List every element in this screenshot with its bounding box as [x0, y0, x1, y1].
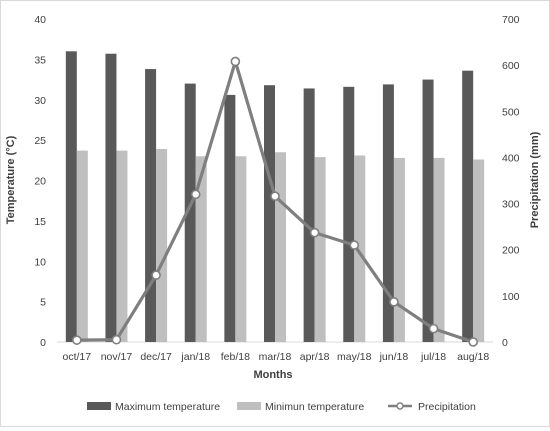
plot-area: [57, 51, 493, 347]
max-temp-bar: [303, 88, 315, 342]
right-tick-label: 0: [502, 337, 508, 349]
left-axis-title: Temperature (°C): [5, 135, 17, 224]
min-temp-bar: [473, 159, 485, 342]
x-axis-ticks: oct/17 nov/17 dec/17 jan/18 feb/18 mar/18 apr/…: [63, 351, 490, 363]
max-temp-bar: [264, 85, 275, 342]
right-tick-label: 700: [502, 14, 520, 26]
left-tick-label: 10: [34, 256, 46, 268]
precipitation-point: [111, 334, 122, 345]
legend: Maximum temperature Minimun temperature Pr…: [87, 401, 476, 413]
right-tick-label: 400: [502, 152, 520, 164]
left-tick-label: 30: [34, 95, 46, 107]
left-tick-label: 35: [34, 54, 46, 66]
right-axis-title: Precipitation (mm): [529, 131, 541, 228]
left-axis-ticks: 0 5 10 15 20 25 30 35 40: [34, 14, 46, 349]
legend-label: Maximum temperature: [115, 401, 220, 413]
x-tick-label: dec/17: [140, 351, 172, 363]
legend-label: Minimun temperature: [265, 401, 364, 413]
right-tick-label: 300: [502, 199, 520, 211]
precipitation-point: [151, 270, 161, 280]
right-tick-label: 200: [502, 245, 520, 257]
right-tick-label: 600: [502, 60, 520, 72]
min-temp-bar: [76, 150, 88, 342]
precipitation-point: [230, 56, 241, 67]
x-tick-label: feb/18: [221, 351, 250, 363]
x-tick-label: may/18: [337, 351, 372, 363]
max-temp-bar: [343, 86, 355, 342]
x-tick-label: jun/18: [379, 351, 409, 363]
max-temp-bar: [422, 79, 434, 342]
legend-swatch: [237, 402, 261, 410]
min-temp-bar: [433, 157, 445, 342]
left-tick-label: 5: [40, 297, 46, 309]
left-tick-label: 15: [34, 216, 46, 228]
legend-swatch: [87, 402, 111, 410]
right-axis-ticks: 0 100 200 300 400 500 600 700: [502, 14, 520, 349]
max-temp-bar: [462, 70, 474, 343]
max-temp-bar: [105, 53, 117, 342]
precipitation-point: [270, 191, 280, 201]
max-temp-bar: [184, 83, 196, 342]
max-temp-bar: [382, 84, 394, 342]
precipitation-point: [349, 240, 360, 250]
min-temp-bar: [393, 157, 405, 342]
precipitation-point: [468, 337, 478, 347]
right-tick-label: 500: [502, 106, 520, 118]
x-tick-label: nov/17: [101, 351, 133, 363]
x-tick-label: aug/18: [457, 351, 489, 363]
max-temp-bar: [145, 69, 157, 342]
left-tick-label: 20: [34, 176, 46, 188]
x-tick-label: mar/18: [259, 351, 292, 363]
right-tick-label: 100: [502, 291, 520, 303]
min-temp-bar: [275, 152, 286, 342]
precipitation-point: [72, 335, 82, 345]
max-temp-bar: [224, 94, 236, 342]
min-temp-bar: [156, 149, 168, 342]
legend-marker: [396, 402, 404, 410]
x-tick-label: jul/18: [420, 351, 446, 363]
min-temp-bar: [235, 156, 247, 342]
precipitation-point: [309, 227, 320, 238]
min-temp-bar: [314, 157, 326, 342]
min-temp-bar: [116, 150, 128, 342]
min-temp-bar: [195, 156, 207, 342]
precipitation-point: [389, 297, 399, 307]
left-tick-label: 0: [40, 337, 46, 349]
legend-label: Precipitation: [418, 401, 476, 413]
max-temp-bar: [65, 51, 77, 343]
x-axis-title: Months: [253, 369, 292, 381]
x-tick-label: jan/18: [180, 351, 210, 363]
precipitation-point: [428, 323, 439, 334]
left-tick-label: 25: [34, 135, 46, 147]
x-tick-label: apr/18: [300, 351, 330, 363]
left-tick-label: 40: [34, 14, 46, 26]
x-tick-label: oct/17: [63, 351, 92, 363]
precipitation-point: [190, 189, 201, 200]
min-temp-bar: [354, 155, 366, 342]
